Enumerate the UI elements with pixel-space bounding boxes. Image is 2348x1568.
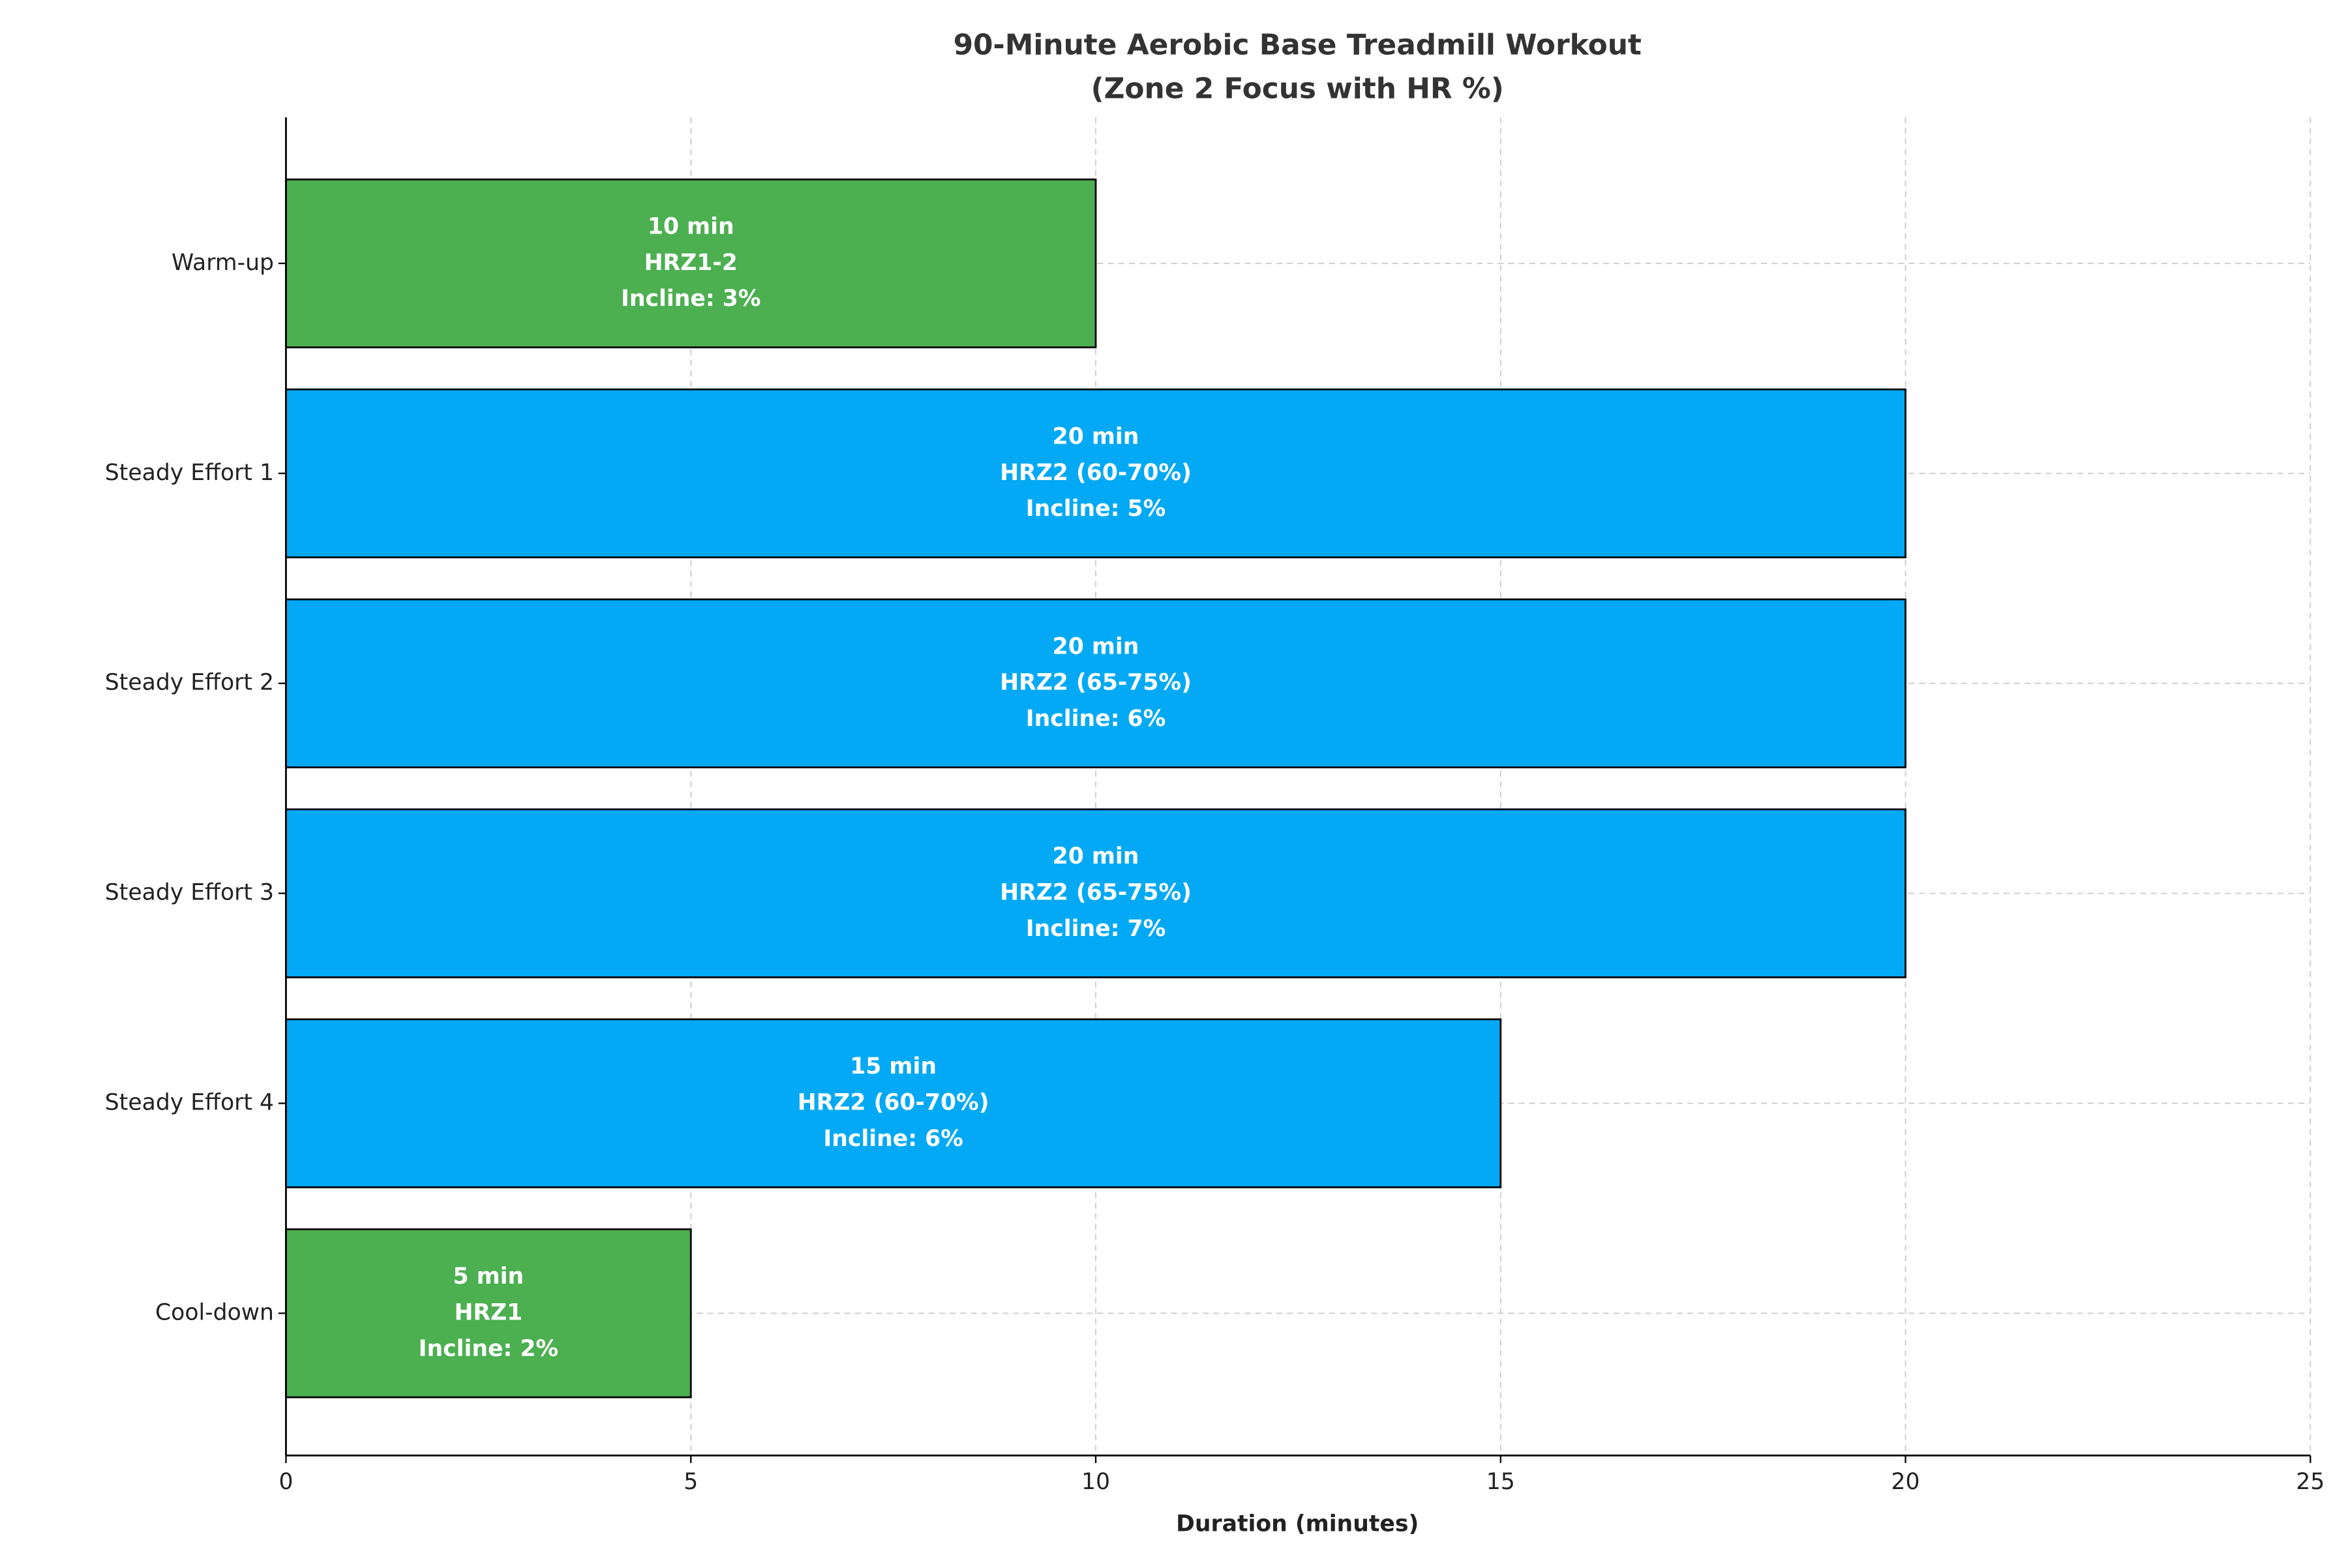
y-tick-label: Steady Effort 2	[105, 670, 274, 696]
data-label: Incline: 6%	[1026, 706, 1166, 732]
x-tick-label: 15	[1486, 1469, 1515, 1495]
data-label: Incline: 5%	[1026, 496, 1166, 522]
data-label: HRZ1	[454, 1299, 522, 1325]
chart-title: (Zone 2 Focus with HR %)	[1091, 72, 1504, 105]
data-label: HRZ2 (65-75%)	[1000, 880, 1192, 906]
x-tick-label: 20	[1891, 1469, 1920, 1495]
y-tick-label: Steady Effort 3	[105, 880, 274, 906]
y-tick-label: Steady Effort 4	[105, 1090, 274, 1116]
bar	[285, 1228, 692, 1398]
bar	[285, 388, 1906, 558]
bar	[285, 808, 1906, 978]
bar	[285, 598, 1906, 768]
data-label: Incline: 3%	[621, 286, 761, 312]
data-label: Incline: 7%	[1026, 916, 1166, 942]
bar	[285, 1018, 1502, 1188]
y-tick-label: Warm-up	[172, 250, 274, 276]
x-tick-label: 10	[1081, 1469, 1110, 1495]
data-label: 20 min	[1053, 633, 1139, 659]
data-label: 10 min	[648, 213, 734, 239]
x-axis-label: Duration (minutes)	[1176, 1511, 1419, 1537]
chart-title: 90-Minute Aerobic Base Treadmill Workout	[954, 29, 1642, 62]
data-label: HRZ2 (60-70%)	[1000, 460, 1192, 486]
x-tick-label: 0	[278, 1469, 293, 1495]
y-tick-label: Steady Effort 1	[105, 460, 274, 486]
data-label: 15 min	[850, 1053, 937, 1079]
y-tick-label: Cool-down	[155, 1299, 274, 1325]
bar	[285, 178, 1097, 348]
data-label: 20 min	[1053, 423, 1139, 449]
data-label: HRZ1-2	[644, 250, 738, 276]
x-tick-label: 5	[684, 1469, 698, 1495]
data-label: Incline: 2%	[419, 1336, 559, 1362]
data-label: 5 min	[453, 1263, 524, 1289]
data-label: HRZ2 (65-75%)	[1000, 670, 1192, 696]
data-label: Incline: 6%	[823, 1126, 963, 1152]
data-label: 20 min	[1053, 843, 1139, 869]
data-label: HRZ2 (60-70%)	[798, 1090, 989, 1116]
x-tick-label: 25	[2296, 1469, 2325, 1495]
